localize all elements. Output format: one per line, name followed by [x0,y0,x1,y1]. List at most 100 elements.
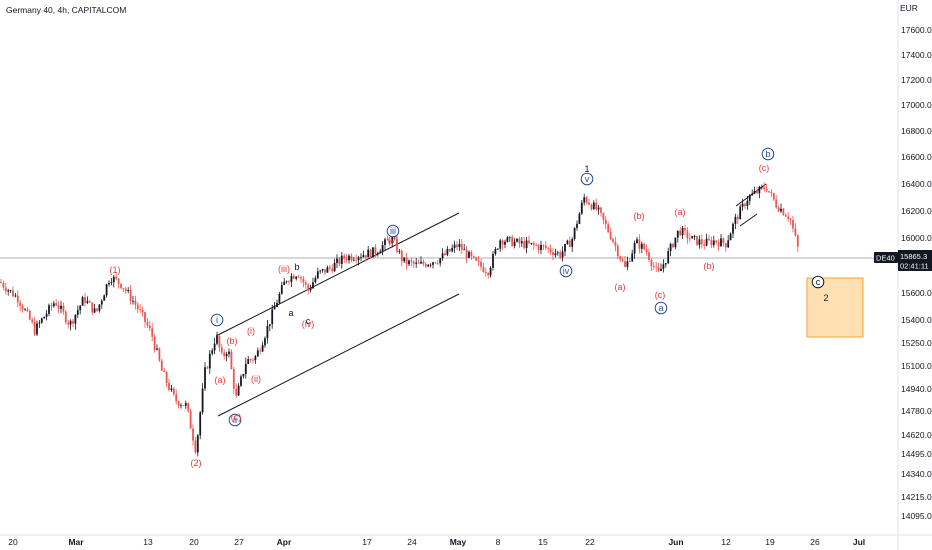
candle-body [295,276,298,279]
candle-body [528,240,530,244]
candle-body [204,367,206,389]
symbol-badge-bg [874,252,898,263]
candle-body [372,247,374,258]
candle-body [120,283,122,289]
candle-body [144,312,146,322]
candle-body [631,253,634,262]
candle-body [24,309,26,311]
candle-body [326,267,329,273]
candle-body [122,288,125,289]
candle-body [794,228,797,236]
price-tick-label: 15250.0 [901,338,932,348]
candle-body [604,219,607,225]
candle-body [252,359,254,361]
candle-body [487,273,490,276]
candle-body [648,252,650,261]
candle-body [259,350,262,352]
candle-body [460,243,463,250]
candle-body [480,261,482,267]
candle-body [292,275,295,279]
candle-body [0,282,2,284]
candle-body [254,356,257,361]
wave-label-circle [228,413,242,427]
candle-body [175,394,178,402]
candle-body [549,248,552,253]
candle-body [340,255,343,264]
candle-body [578,213,581,224]
price-tick-label: 16600.0 [901,152,932,162]
price-tick-label: 15100.0 [901,361,932,371]
candle-body [112,276,115,283]
candle-body [357,257,360,261]
candle-body [100,300,103,305]
candle-body [770,192,773,194]
price-tick-label: 14495.0 [901,449,932,459]
candle-body [19,302,22,307]
candle-body [338,258,341,264]
candle-body [38,322,41,324]
chart-title: Germany 40, 4h, CAPITALCOM [6,5,127,15]
candle-body [662,264,665,269]
candle-body [14,295,17,297]
candle-body [50,305,53,307]
candle-body [115,276,118,279]
candle-body [696,236,698,245]
price-tick-label: 16800.0 [901,126,932,136]
candle-body [180,405,182,407]
candle-body [362,255,365,258]
candle-body [187,403,190,411]
candle-body [686,230,689,239]
candle-body [93,308,96,313]
candle-body [211,350,214,354]
time-tick-label: May [450,537,467,547]
candle-body [271,309,274,325]
candle-body [739,206,742,220]
wave-label-circle [386,224,400,238]
candle-body [417,262,420,264]
candle-body [309,288,312,291]
candle-body [45,313,48,317]
candle-body [789,218,792,220]
candle-body [256,350,259,357]
candle-body [194,440,197,453]
candle-body [381,244,384,252]
candle-body [391,235,394,244]
candle-body [506,237,509,242]
candle-body [470,251,473,257]
candle-body [609,232,612,240]
candle-body [163,370,166,372]
candle-body [753,190,756,194]
wedge-upper-line [735,183,767,207]
wave-label-circle [761,147,775,161]
candle-body [544,245,547,248]
time-tick-label: 12 [721,537,731,547]
candle-body [540,244,542,251]
candle-body [405,257,408,265]
candle-body [717,242,720,247]
candle-body [516,238,518,242]
wave-label-circle [654,301,668,315]
candle-body [643,243,646,250]
wave-label: c [816,277,821,287]
candle-body [710,239,713,246]
candle-body [396,239,398,252]
candle-body [664,263,667,265]
candle-body [475,257,478,261]
candle-body [746,200,749,207]
candle-body [237,385,240,396]
wave-label: (a) [615,282,626,292]
candle-body [523,241,526,249]
candle-body [196,435,199,453]
candle-body [703,244,706,246]
candle-body [230,351,233,370]
candle-body [300,277,302,279]
candle-body [652,266,655,267]
time-tick-label: Mar [68,537,84,547]
candle-body [607,224,610,233]
candle-body [499,240,502,249]
candle-body [736,216,739,220]
candle-body [36,323,38,335]
candle-body [268,324,271,326]
candle-body [360,257,362,258]
